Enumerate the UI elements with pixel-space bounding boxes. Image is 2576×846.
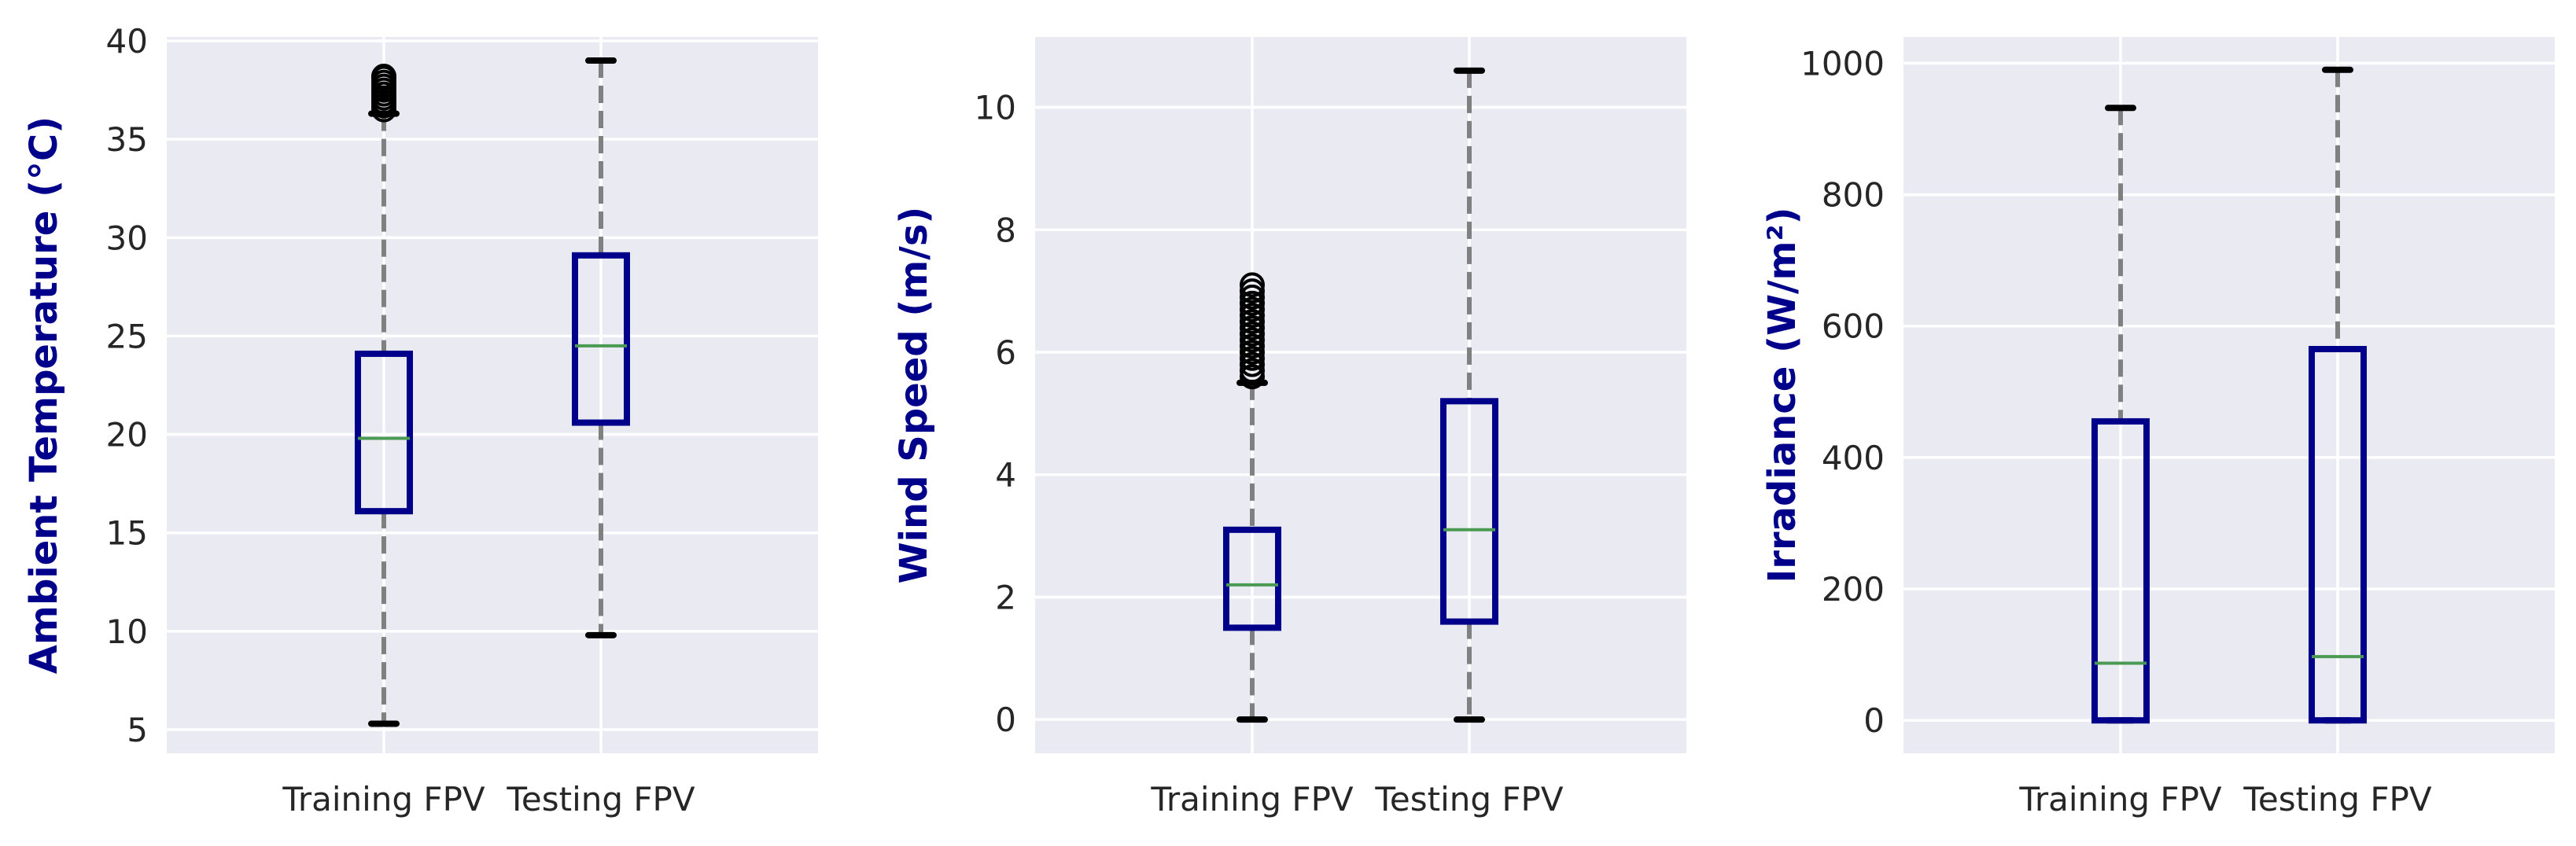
subplot-2: 0 2 4 6 8 10 Training FPV Testing FPV Wind Speed… [892,37,1686,818]
outlier-point [1240,314,1265,340]
y-tick-label: 1000 [1800,44,1885,83]
plot-area [167,37,818,753]
iqr-box [2309,345,2367,724]
x-tick-label: Testing FPV [506,780,695,818]
outlier-point [1240,296,1265,322]
y-tick-label: 5 [127,711,148,749]
y-axis-label: Irradiance (W/m²) [1760,207,1804,583]
y-tick-label: 6 [995,333,1016,372]
box-2 [2309,66,2367,724]
y-tick-label: 0 [1863,701,1885,740]
outlier-point [1240,272,1265,298]
y-tick-label: 25 [106,317,148,355]
outlier-point [1240,327,1265,353]
y-tick-label: 8 [995,211,1016,249]
x-tick-label: Testing FPV [2242,780,2431,818]
y-tick-label: 2 [995,578,1016,616]
y-axis-label: Ambient Temperature (°C) [22,116,66,674]
x-tick-label: Training FPV [1150,780,1354,818]
y-tick-label: 35 [106,120,148,159]
box-2 [1440,67,1498,723]
iqr-box [355,350,413,515]
iqr-box [1440,398,1498,625]
outlier-point [1240,339,1265,365]
outlier-point [1240,303,1265,329]
outlier-point [1240,364,1265,390]
iqr-box [1223,526,1281,631]
plot-area [1903,37,2555,753]
x-tick-label: Training FPV [2018,780,2222,818]
y-tick-label: 10 [106,612,148,651]
y-tick-label: 800 [1822,176,1885,215]
y-tick-label: 30 [106,219,148,257]
outlier-point [1240,351,1265,377]
subplot-1: 5 10 15 20 25 30 35 40 Training FPV Testing FPV Am… [22,22,818,818]
subplot-3: 0 200 400 600 800 1000 Training FPV Testing FPV… [1760,37,2555,818]
outlier-point [1240,290,1265,316]
outlier-point [1240,358,1265,384]
outlier-point [1240,278,1265,304]
y-tick-label: 0 [995,701,1016,739]
box-2 [572,57,630,638]
box-1 [1223,272,1281,723]
box-1 [355,64,413,727]
y-tick-label: 20 [106,416,148,454]
iqr-box [2091,417,2150,724]
y-tick-label: 40 [106,22,148,61]
outlier-point [1240,309,1265,335]
y-tick-label: 400 [1822,439,1885,477]
x-tick-label: Training FPV [282,780,485,818]
y-tick-label: 10 [975,89,1016,127]
outlier-point [1240,345,1265,371]
outlier-point [1240,321,1265,347]
y-tick-label: 600 [1822,307,1885,346]
outlier-point [1240,333,1265,359]
box-1 [2091,105,2150,724]
x-tick-label: Testing FPV [1374,780,1563,818]
y-tick-label: 4 [995,456,1016,495]
y-axis-label: Wind Speed (m/s) [892,207,936,584]
outlier-point [1240,284,1265,310]
iqr-box [572,252,630,426]
y-tick-label: 15 [106,514,148,553]
plot-area [1035,37,1686,753]
outlier-point [371,64,396,90]
y-tick-label: 200 [1822,570,1885,609]
